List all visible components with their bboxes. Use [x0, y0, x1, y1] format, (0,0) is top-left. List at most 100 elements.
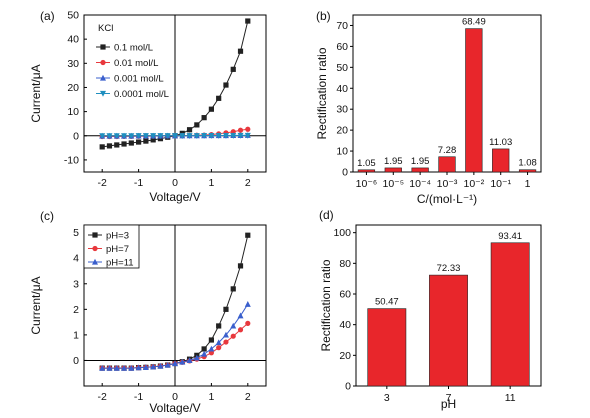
y-tick-label: 0: [73, 130, 79, 142]
panel-label: (d): [319, 208, 334, 222]
x-axis-label: C/(mol·L⁻¹): [417, 192, 477, 206]
data-point: [222, 331, 229, 338]
data-point: [128, 133, 135, 140]
y-tick-label: 100: [333, 227, 351, 239]
data-point: [143, 138, 149, 144]
data-point: [128, 364, 135, 371]
data-point: [201, 350, 208, 357]
x-tick-label: 10⁻⁴: [409, 178, 431, 190]
data-label: 68.49: [462, 17, 486, 28]
y-tick-label: 50: [67, 10, 79, 22]
data-point: [230, 129, 236, 135]
data-point: [121, 141, 127, 147]
x-tick-label: 0: [172, 391, 178, 403]
data-point: [186, 357, 193, 364]
data-point: [215, 339, 222, 346]
data-point: [99, 144, 105, 150]
x-tick-label: 3: [384, 392, 390, 404]
legend-marker: [92, 232, 98, 238]
y-axis-label: Current/μA: [29, 276, 43, 334]
x-tick-label: 1: [525, 178, 531, 190]
y-tick-label: 0: [342, 167, 348, 179]
data-point: [230, 66, 236, 72]
legend-label: pH=7: [106, 244, 129, 255]
x-tick-label: -2: [98, 177, 107, 189]
data-point: [157, 133, 164, 139]
x-axis-label: Voltage/V: [149, 401, 200, 415]
y-tick-label: 20: [336, 125, 348, 137]
y-tick-label: 30: [336, 104, 348, 116]
data-point: [230, 133, 237, 139]
data-point: [237, 263, 244, 269]
data-point: [237, 312, 244, 319]
data-point: [223, 306, 229, 312]
legend-label: 0.0001 mol/L: [114, 89, 169, 100]
legend-marker: [100, 74, 106, 81]
data-point: [106, 133, 113, 140]
y-tick-label: 40: [336, 83, 348, 95]
data-label: 1.08: [518, 158, 537, 169]
x-tick-label: 11: [505, 392, 516, 404]
series-3: [99, 301, 251, 371]
series-4: [99, 132, 251, 140]
data-point: [150, 137, 156, 143]
y-tick-label: -10: [64, 154, 79, 166]
bar: [518, 169, 537, 173]
data-point: [237, 327, 244, 333]
x-tick-label: -1: [134, 177, 143, 189]
data-point: [186, 133, 193, 139]
y-tick-label: 60: [339, 289, 351, 301]
data-point: [245, 232, 251, 238]
panel-label: (c): [40, 209, 54, 223]
data-point: [135, 133, 142, 139]
data-point: [245, 320, 251, 326]
data-point: [201, 133, 208, 139]
x-tick-label: 10⁻⁵: [382, 178, 404, 190]
x-tick-label: 10⁻⁶: [356, 178, 378, 190]
data-point: [128, 140, 134, 146]
bar: [438, 156, 456, 173]
chart-panel-4: (d) 0 20 40 60 80 100 50.47 3 72.33 7 93.41 11 pH Rect…: [319, 208, 542, 411]
y-tick-label: 80: [339, 258, 351, 270]
data-point: [136, 139, 142, 145]
y-tick-label: 40: [67, 34, 79, 46]
data-point: [208, 106, 214, 112]
data-point: [150, 363, 157, 370]
data-point: [193, 133, 200, 139]
x-tick-label: 10⁻²: [463, 178, 484, 190]
x-tick-label: 0: [172, 177, 178, 189]
x-tick-label: -1: [134, 391, 143, 403]
y-tick-label: 5: [73, 227, 79, 239]
data-point: [222, 133, 229, 139]
y-tick-label: 3: [73, 278, 79, 290]
data-point: [114, 142, 120, 148]
data-point: [237, 132, 244, 139]
legend-label: 0.1 mol/L: [114, 42, 153, 53]
data-point: [172, 133, 178, 139]
bar: [384, 167, 402, 173]
data-point: [179, 133, 186, 139]
legend-marker: [92, 245, 98, 252]
data-point: [245, 18, 251, 24]
legend-label: 0.001 mol/L: [114, 73, 164, 84]
data-point: [230, 322, 237, 329]
legend-label: pH=11: [106, 257, 134, 268]
data-label: 50.47: [375, 297, 399, 308]
y-axis-label: Rectification ratio: [319, 259, 333, 351]
chart-panel-2: (b) 0 10 20 30 40 50 60 70 1.05 10⁻⁶ 1.95 10⁻⁵ 1.95 10…: [315, 9, 542, 206]
data-point: [164, 361, 171, 368]
data-point: [194, 122, 200, 128]
data-label: 1.95: [384, 156, 403, 167]
legend-label: pH=3: [106, 230, 129, 241]
legend-box: [83, 224, 140, 269]
data-point: [208, 133, 215, 139]
data-point: [244, 132, 251, 139]
data-point: [106, 364, 113, 371]
x-axis-label: pH: [441, 397, 456, 411]
chart-panel-3: (c) -2 -1 0 1 2 0 1 2 3 4 5 pH=3 pH=7 pH=11 Voltage/V Cu…: [29, 209, 267, 415]
data-point: [121, 364, 128, 371]
data-point: [201, 346, 207, 352]
bar: [357, 169, 376, 173]
data-point: [216, 95, 222, 101]
